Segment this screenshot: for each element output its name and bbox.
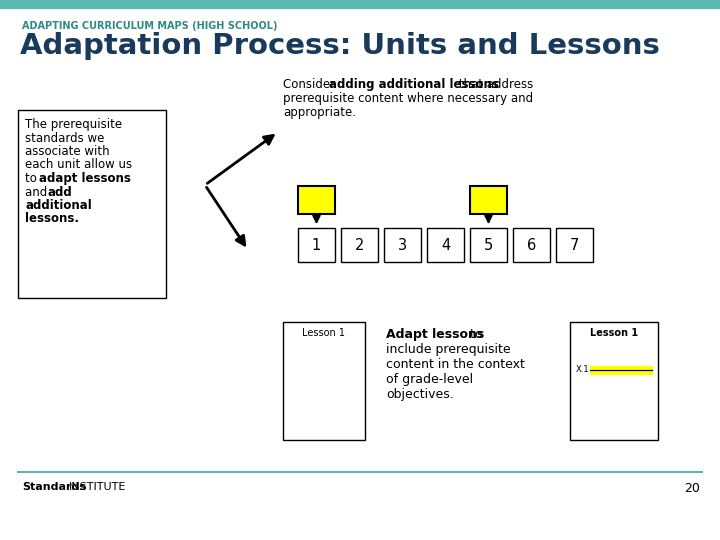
Bar xyxy=(0,0,720,8)
Text: Adapt lessons: Adapt lessons xyxy=(386,328,485,341)
FancyBboxPatch shape xyxy=(298,228,335,262)
Text: of grade-level: of grade-level xyxy=(386,373,473,386)
Text: 6: 6 xyxy=(527,238,536,253)
Text: 3: 3 xyxy=(398,238,407,253)
FancyBboxPatch shape xyxy=(570,322,658,440)
Text: Adaptation Process: Units and Lessons: Adaptation Process: Units and Lessons xyxy=(20,32,660,60)
Text: Y.2: Y.2 xyxy=(306,193,328,206)
Text: standards we: standards we xyxy=(25,132,104,145)
Text: 5: 5 xyxy=(484,238,493,253)
Text: adding additional lessons: adding additional lessons xyxy=(329,78,499,91)
Text: Lesson 1: Lesson 1 xyxy=(590,328,638,338)
Text: 7: 7 xyxy=(570,238,579,253)
Text: 20: 20 xyxy=(684,482,700,495)
Text: include prerequisite: include prerequisite xyxy=(386,343,510,356)
Text: INSTITUTE: INSTITUTE xyxy=(69,482,127,492)
Text: additional: additional xyxy=(25,199,91,212)
Text: Standards: Standards xyxy=(22,482,86,492)
Bar xyxy=(590,366,652,374)
Text: lessons.: lessons. xyxy=(25,213,79,226)
Text: X.1: X.1 xyxy=(576,366,590,375)
Text: 1: 1 xyxy=(312,238,321,253)
FancyBboxPatch shape xyxy=(283,322,365,440)
FancyBboxPatch shape xyxy=(341,228,378,262)
Text: The prerequisite: The prerequisite xyxy=(25,118,122,131)
FancyBboxPatch shape xyxy=(513,228,550,262)
FancyBboxPatch shape xyxy=(18,110,166,298)
Text: add: add xyxy=(47,186,72,199)
Text: objectives.: objectives. xyxy=(386,388,454,401)
Text: associate with: associate with xyxy=(25,145,109,158)
Text: each unit allow us: each unit allow us xyxy=(25,159,132,172)
FancyBboxPatch shape xyxy=(298,186,335,214)
FancyBboxPatch shape xyxy=(427,228,464,262)
Text: appropriate.: appropriate. xyxy=(283,106,356,119)
Text: X.1: X.1 xyxy=(476,193,500,206)
FancyBboxPatch shape xyxy=(470,186,507,214)
Text: adapt lessons: adapt lessons xyxy=(39,172,131,185)
FancyBboxPatch shape xyxy=(384,228,421,262)
Text: 4: 4 xyxy=(441,238,450,253)
Text: 2: 2 xyxy=(355,238,364,253)
Text: content in the context: content in the context xyxy=(386,358,525,371)
Text: and: and xyxy=(25,186,51,199)
Text: that address: that address xyxy=(455,78,534,91)
Text: prerequisite content where necessary and: prerequisite content where necessary and xyxy=(283,92,533,105)
Text: to: to xyxy=(466,328,482,341)
Text: Lesson 1: Lesson 1 xyxy=(302,328,346,338)
FancyBboxPatch shape xyxy=(470,228,507,262)
Text: ADAPTING CURRICULUM MAPS (HIGH SCHOOL): ADAPTING CURRICULUM MAPS (HIGH SCHOOL) xyxy=(22,21,277,31)
Text: Consider: Consider xyxy=(283,78,339,91)
FancyBboxPatch shape xyxy=(556,228,593,262)
Text: to: to xyxy=(25,172,40,185)
